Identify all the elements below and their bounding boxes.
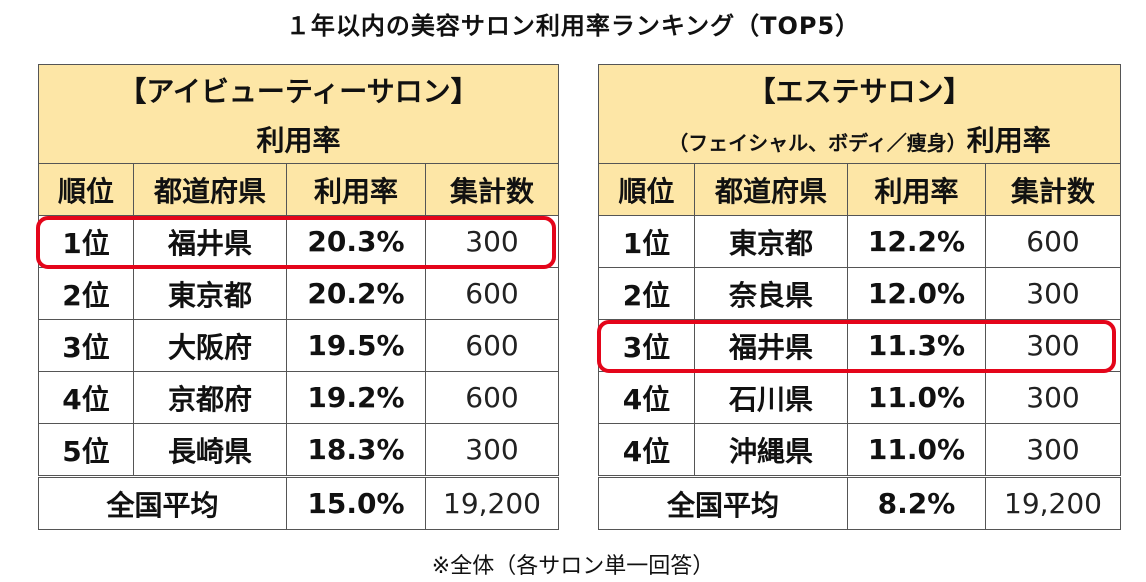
column-header-rank: 順位 xyxy=(598,163,695,216)
average-count: 19,200 xyxy=(984,475,1122,530)
rank-cell: 2位 xyxy=(598,267,695,320)
table-row: 2位 奈良県 12.0% 300 xyxy=(598,267,1122,320)
prefecture-cell: 京都府 xyxy=(133,371,287,424)
table-row: 2位 東京都 20.2% 600 xyxy=(38,267,559,320)
count-cell: 300 xyxy=(984,267,1122,320)
rate-cell: 12.2% xyxy=(847,215,986,268)
eye-beauty-salon-table: 【アイビューティーサロン】 利用率 順位 都道府県 利用率 集計数 1位 福井県… xyxy=(38,64,559,530)
fukui-highlight-right xyxy=(597,320,1116,373)
prefecture-cell: 長崎県 xyxy=(133,423,287,477)
table-row: 4位 石川県 11.0% 300 xyxy=(598,371,1122,424)
prefecture-cell: 石川県 xyxy=(694,371,848,424)
footnote: ※全体（各サロン単一回答） xyxy=(431,554,715,579)
prefecture-cell: 大阪府 xyxy=(133,319,287,372)
count-cell: 600 xyxy=(425,371,559,424)
rank-cell: 1位 xyxy=(598,215,695,268)
count-cell: 600 xyxy=(425,319,559,372)
count-cell: 600 xyxy=(984,215,1122,268)
rate-cell: 11.0% xyxy=(847,423,986,477)
rate-cell: 19.5% xyxy=(286,319,426,372)
rate-cell: 19.2% xyxy=(286,371,426,424)
prefecture-cell: 福井県 xyxy=(133,215,287,268)
national-average-row: 全国平均 8.2% 19,200 xyxy=(598,475,1122,530)
prefecture-cell: 奈良県 xyxy=(694,267,848,320)
rate-cell: 20.3% xyxy=(286,215,426,268)
table-header-title: 【エステサロン】 xyxy=(597,64,1122,115)
average-label: 全国平均 xyxy=(38,475,287,530)
prefecture-cell: 福井県 xyxy=(694,319,848,372)
table-row: 3位 大阪府 19.5% 600 xyxy=(38,319,559,372)
table-row: 4位 沖縄県 11.0% 300 xyxy=(598,423,1122,477)
column-header-count: 集計数 xyxy=(984,163,1122,216)
column-header-row: 順位 都道府県 利用率 集計数 xyxy=(598,163,1122,216)
table-row: 1位 東京都 12.2% 600 xyxy=(598,215,1122,268)
count-cell: 300 xyxy=(425,423,559,477)
rank-cell: 4位 xyxy=(38,371,134,424)
count-cell: 300 xyxy=(984,371,1122,424)
table-header-title: 【アイビューティーサロン】 xyxy=(38,64,559,115)
rate-cell: 20.2% xyxy=(286,267,426,320)
count-cell: 600 xyxy=(425,267,559,320)
count-cell: 300 xyxy=(984,423,1122,477)
header-subtitle-note: （フェイシャル、ボディ／痩身） xyxy=(668,131,967,155)
rank-cell: 5位 xyxy=(38,423,134,477)
esthetic-salon-table: 【エステサロン】 （フェイシャル、ボディ／痩身）利用率 順位 都道府県 利用率 … xyxy=(597,64,1122,530)
national-average-row: 全国平均 15.0% 19,200 xyxy=(38,475,559,530)
rate-cell: 12.0% xyxy=(847,267,986,320)
average-rate: 15.0% xyxy=(286,475,426,530)
count-cell: 300 xyxy=(984,319,1122,372)
rank-cell: 1位 xyxy=(38,215,134,268)
column-header-row: 順位 都道府県 利用率 集計数 xyxy=(38,163,559,216)
table-row: 4位 京都府 19.2% 600 xyxy=(38,371,559,424)
prefecture-cell: 沖縄県 xyxy=(694,423,848,477)
column-header-rank: 順位 xyxy=(38,163,134,216)
rank-cell: 3位 xyxy=(38,319,134,372)
chart-title: １年以内の美容サロン利用率ランキング（TOP5） xyxy=(285,12,861,40)
average-count: 19,200 xyxy=(425,475,559,530)
rank-cell: 4位 xyxy=(598,371,695,424)
table-header-subtitle: （フェイシャル、ボディ／痩身）利用率 xyxy=(597,115,1122,164)
column-header-prefecture: 都道府県 xyxy=(133,163,287,216)
rate-cell: 18.3% xyxy=(286,423,426,477)
rate-cell: 11.0% xyxy=(847,371,986,424)
rank-cell: 2位 xyxy=(38,267,134,320)
column-header-prefecture: 都道府県 xyxy=(694,163,848,216)
column-header-rate: 利用率 xyxy=(847,163,986,216)
average-label: 全国平均 xyxy=(598,475,848,530)
fukui-highlight-left xyxy=(36,216,556,269)
column-header-rate: 利用率 xyxy=(286,163,426,216)
prefecture-cell: 東京都 xyxy=(694,215,848,268)
average-rate: 8.2% xyxy=(847,475,986,530)
rank-cell: 4位 xyxy=(598,423,695,477)
table-header-subtitle: 利用率 xyxy=(38,115,559,164)
column-header-count: 集計数 xyxy=(425,163,559,216)
table-row: 5位 長崎県 18.3% 300 xyxy=(38,423,559,477)
prefecture-cell: 東京都 xyxy=(133,267,287,320)
header-subtitle-main: 利用率 xyxy=(966,124,1051,157)
